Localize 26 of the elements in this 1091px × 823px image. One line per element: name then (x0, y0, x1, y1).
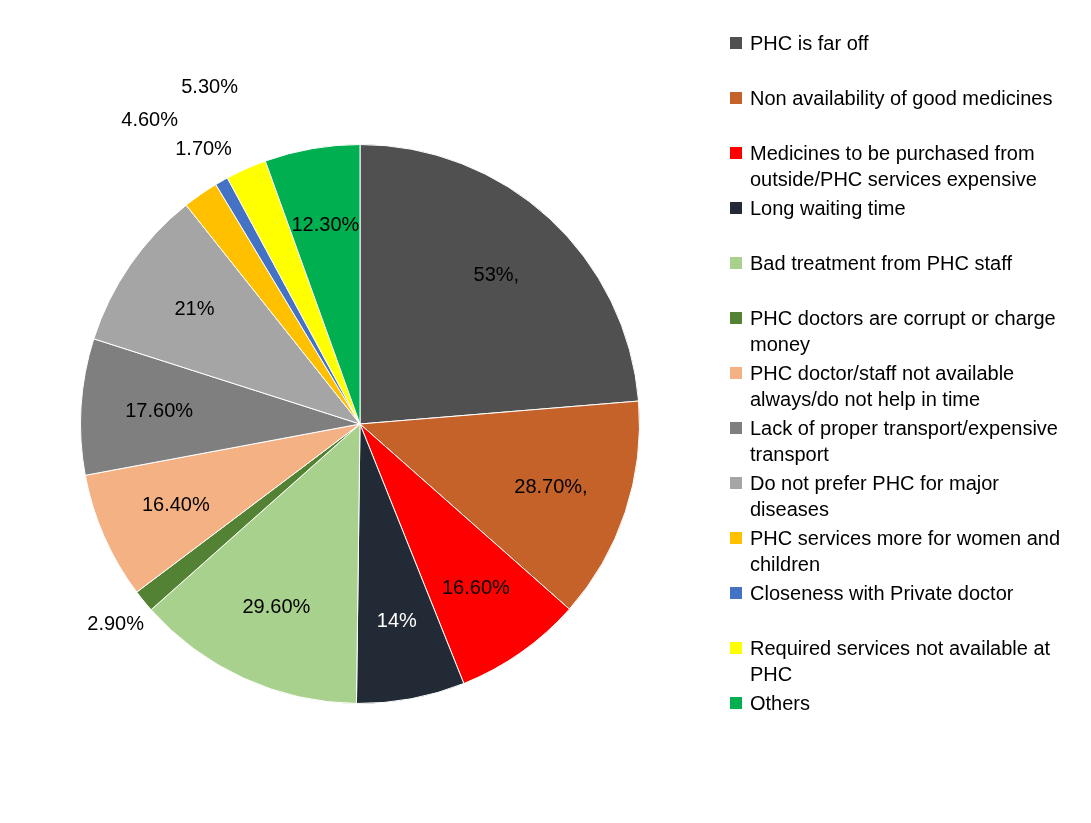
data-label: 16.60% (441, 576, 511, 599)
data-label: 2.90% (87, 611, 145, 634)
legend-label: PHC services more for women and children (750, 526, 1062, 577)
data-label: 17.60% (125, 398, 194, 421)
legend-label: Medicines to be purchased from outside/PHC services expensive (750, 141, 1038, 192)
legend-label: PHC doctors are corrupt or charge money (750, 306, 1057, 357)
legend-label: Long waiting time (750, 196, 906, 221)
data-label: 1.70% (175, 137, 233, 160)
data-label: 5.30% (181, 74, 239, 97)
legend-label: PHC doctor/staff not available always/do not help in time (750, 361, 1016, 412)
data-label: 21% (174, 297, 215, 320)
data-label: 53%, (473, 263, 520, 286)
data-label: 4.60% (121, 108, 179, 131)
legend-label: Required services not available at PHC (750, 636, 1052, 687)
data-label: 12.30% (291, 213, 360, 236)
legend-label: Non availability of good medicines (750, 86, 1053, 111)
data-label: 29.60% (242, 594, 311, 617)
legend-label: Do not prefer PHC for major diseases (750, 471, 1000, 522)
legend-label: Bad treatment from PHC staff (750, 251, 1012, 276)
legend-label: Closeness with Private doctor (750, 581, 1014, 606)
legend-label: PHC is far off (750, 31, 869, 56)
data-label: 28.70%, (514, 474, 588, 497)
data-label: 16.40% (141, 492, 210, 515)
legend-label: Lack of proper transport/expensive transport (750, 416, 1059, 467)
legend-label: Others (750, 691, 811, 716)
data-label: 14% (376, 609, 418, 632)
